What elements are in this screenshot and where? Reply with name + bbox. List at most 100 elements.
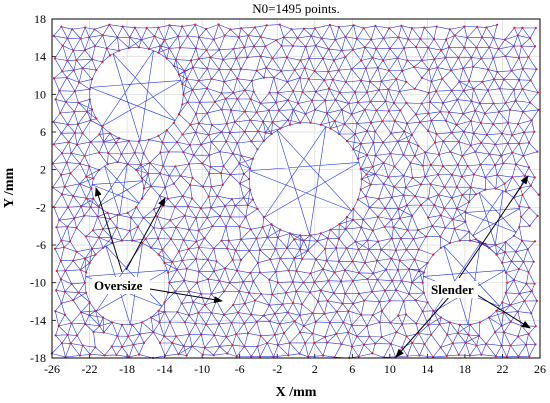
mesh-node: [300, 303, 304, 306]
mesh-node: [299, 234, 302, 237]
mesh-node: [508, 108, 512, 111]
mesh-node: [432, 309, 435, 312]
mesh-node: [182, 345, 185, 348]
mesh-node: [362, 218, 365, 221]
mesh-node: [516, 335, 520, 338]
mesh-node: [426, 261, 429, 265]
mesh-node: [527, 55, 530, 59]
mesh-node: [403, 47, 406, 50]
mesh-node: [161, 204, 164, 207]
mesh-node: [147, 47, 151, 51]
mesh-node: [210, 292, 213, 296]
mesh-node: [136, 225, 139, 228]
mesh-node: [142, 152, 145, 155]
mesh-node: [395, 77, 398, 81]
mesh-node: [324, 247, 327, 250]
mesh-node: [77, 291, 80, 294]
mesh-node: [504, 251, 507, 254]
mesh-node: [94, 309, 97, 312]
mesh-node: [293, 68, 296, 72]
mesh-node: [374, 172, 377, 176]
mesh-node: [496, 23, 499, 26]
mesh-node: [448, 241, 451, 245]
mesh-node: [235, 355, 238, 358]
mesh-node: [360, 178, 363, 181]
mesh-node: [69, 342, 72, 345]
mesh-node: [506, 121, 510, 124]
mesh-node: [501, 261, 504, 265]
mesh-node: [458, 239, 461, 242]
mesh-node: [177, 113, 181, 116]
mesh-node: [191, 88, 194, 91]
mesh-node: [76, 143, 79, 146]
mesh-node: [432, 37, 436, 41]
mesh-node: [390, 132, 393, 135]
mesh-node: [429, 182, 432, 186]
mesh-node: [458, 80, 461, 83]
mesh-node: [182, 93, 185, 96]
mesh-node: [302, 324, 305, 328]
mesh-node: [418, 268, 421, 271]
mesh-node: [286, 80, 289, 83]
y-tick-label: -10: [30, 276, 46, 290]
y-tick-labels: 18 14 10 6 2 -2 -6 -10 -14 -18: [30, 12, 46, 365]
mesh-node: [427, 129, 430, 133]
x-tick-label: -14: [157, 362, 173, 376]
mesh-node: [127, 139, 130, 142]
mesh-node: [427, 323, 430, 327]
mesh-node: [192, 154, 195, 157]
mesh-node: [70, 282, 73, 285]
mesh-node: [208, 154, 211, 157]
mesh-node: [98, 324, 101, 328]
mesh-node: [138, 333, 141, 336]
mesh-node: [380, 335, 383, 339]
mesh-node: [326, 237, 329, 240]
mesh-node: [521, 88, 524, 91]
mesh-node: [121, 25, 124, 28]
mesh-node: [71, 28, 74, 31]
mesh-node: [528, 141, 531, 144]
mesh-node: [277, 344, 280, 347]
mesh-node: [224, 204, 227, 207]
mesh-node: [351, 218, 355, 221]
mesh-node: [504, 101, 507, 105]
mesh-node: [419, 183, 423, 186]
mesh-node: [368, 335, 371, 338]
mesh-node: [345, 139, 349, 143]
mesh-node: [410, 214, 414, 217]
mesh-node: [420, 76, 423, 79]
y-axis-label: Y /mm: [2, 168, 17, 209]
mesh-node: [252, 90, 255, 93]
mesh-node: [101, 60, 104, 64]
mesh-node: [83, 49, 86, 52]
mesh-node: [523, 131, 526, 134]
mesh-node: [210, 77, 213, 80]
mesh-node: [399, 109, 402, 112]
mesh-node: [148, 161, 151, 165]
slender-arrows: [395, 175, 531, 358]
x-tick-labels: -26 -22 -18 -14 -10 -6 -2 2 6 10 14 18 22 26: [44, 362, 546, 376]
mesh-node: [321, 268, 325, 271]
mesh-node: [77, 101, 80, 104]
mesh-node: [464, 220, 467, 223]
mesh-node: [59, 111, 62, 115]
mesh-node: [66, 37, 69, 40]
mesh-node: [267, 109, 270, 112]
mesh-node: [109, 54, 112, 57]
mesh-node: [186, 101, 189, 104]
mesh-node: [470, 100, 473, 103]
mesh-node: [163, 335, 166, 338]
mesh-node: [516, 34, 519, 37]
mesh-node: [345, 216, 349, 219]
mesh-node: [405, 248, 408, 251]
mesh-node: [301, 257, 304, 260]
mesh-node: [372, 141, 375, 144]
mesh-node: [63, 313, 66, 316]
mesh-node: [131, 239, 134, 242]
mesh-node: [236, 97, 239, 100]
mesh-node: [200, 333, 203, 336]
mesh-node: [461, 193, 464, 197]
mesh-node: [430, 333, 433, 336]
mesh-node: [242, 280, 245, 283]
y-tick-label: -18: [30, 351, 46, 365]
